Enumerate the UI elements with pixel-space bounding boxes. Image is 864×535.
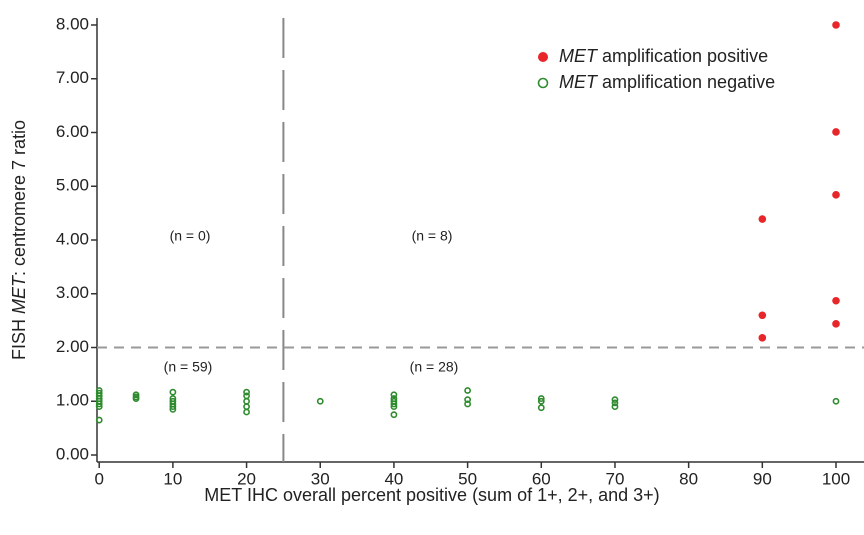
data-point <box>169 403 177 411</box>
y-tick-label: 7.00 <box>56 68 89 87</box>
data-point <box>832 21 840 29</box>
data-point <box>758 334 767 342</box>
x-tick-label: 0 <box>94 469 103 488</box>
data-point <box>537 397 545 405</box>
data-point <box>243 403 250 411</box>
x-tick-label: 10 <box>163 469 182 488</box>
data-point <box>832 397 840 405</box>
quadrant-count: (n = 28) <box>410 359 459 375</box>
data-point <box>390 411 398 419</box>
data-point <box>464 400 472 408</box>
y-axis-title-part: FISH <box>9 314 29 360</box>
y-tick-label: 3.00 <box>56 283 89 302</box>
legend-label: MET amplification negative <box>559 72 775 92</box>
x-tick-label: 50 <box>458 469 477 488</box>
y-tick-label: 2.00 <box>56 337 89 356</box>
data-point <box>243 408 250 416</box>
data-point <box>95 403 103 411</box>
x-tick-label: 70 <box>606 469 625 488</box>
data-point <box>95 416 103 424</box>
x-tick-label: 40 <box>384 469 403 488</box>
y-axis-title: FISH MET: centromere 7 ratio <box>9 120 29 360</box>
y-tick-label: 1.00 <box>56 391 89 410</box>
quadrant-count: (n = 8) <box>412 228 453 244</box>
x-tick-label: 80 <box>679 469 698 488</box>
x-tick-label: 60 <box>532 469 551 488</box>
quadrant-count: (n = 59) <box>164 359 213 375</box>
data-point <box>95 400 103 408</box>
y-tick-label: 0.00 <box>56 444 89 463</box>
x-tick-label: 90 <box>753 469 772 488</box>
y-axis-title-part: : centromere 7 ratio <box>9 120 29 276</box>
x-tick-label: 20 <box>237 469 256 488</box>
data-point <box>316 397 324 405</box>
data-point <box>832 128 840 136</box>
y-tick-label: 6.00 <box>56 122 89 141</box>
y-axis-title-part: MET <box>9 274 29 314</box>
data-point <box>464 396 472 404</box>
data-point <box>390 400 398 408</box>
y-tick-label: 5.00 <box>56 176 89 195</box>
data-point <box>832 320 840 328</box>
x-tick-label: 100 <box>822 469 850 488</box>
data-point <box>243 388 250 396</box>
data-point <box>832 191 840 199</box>
data-point <box>611 396 619 404</box>
legend-marker <box>538 52 548 62</box>
data-point <box>390 391 398 399</box>
x-tick-label: 30 <box>311 469 330 488</box>
quadrant-count: (n = 0) <box>170 228 211 244</box>
y-tick-label: 4.00 <box>56 229 89 248</box>
data-point <box>243 397 250 405</box>
data-point <box>611 399 619 407</box>
data-point <box>537 404 545 412</box>
y-tick-label: 8.00 <box>56 14 89 33</box>
data-point <box>537 395 545 402</box>
data-point <box>464 387 472 394</box>
legend-marker <box>537 77 549 89</box>
data-point <box>243 392 250 400</box>
data-point <box>169 405 177 413</box>
data-point <box>832 296 840 305</box>
data-point <box>758 215 767 223</box>
data-point <box>132 395 140 402</box>
legend-label: MET amplification positive <box>559 46 768 66</box>
data-point <box>390 403 398 411</box>
x-axis-title: MET IHC overall percent positive (sum of… <box>204 485 659 505</box>
data-point <box>611 403 619 411</box>
data-point <box>169 388 177 396</box>
data-point <box>758 311 767 320</box>
